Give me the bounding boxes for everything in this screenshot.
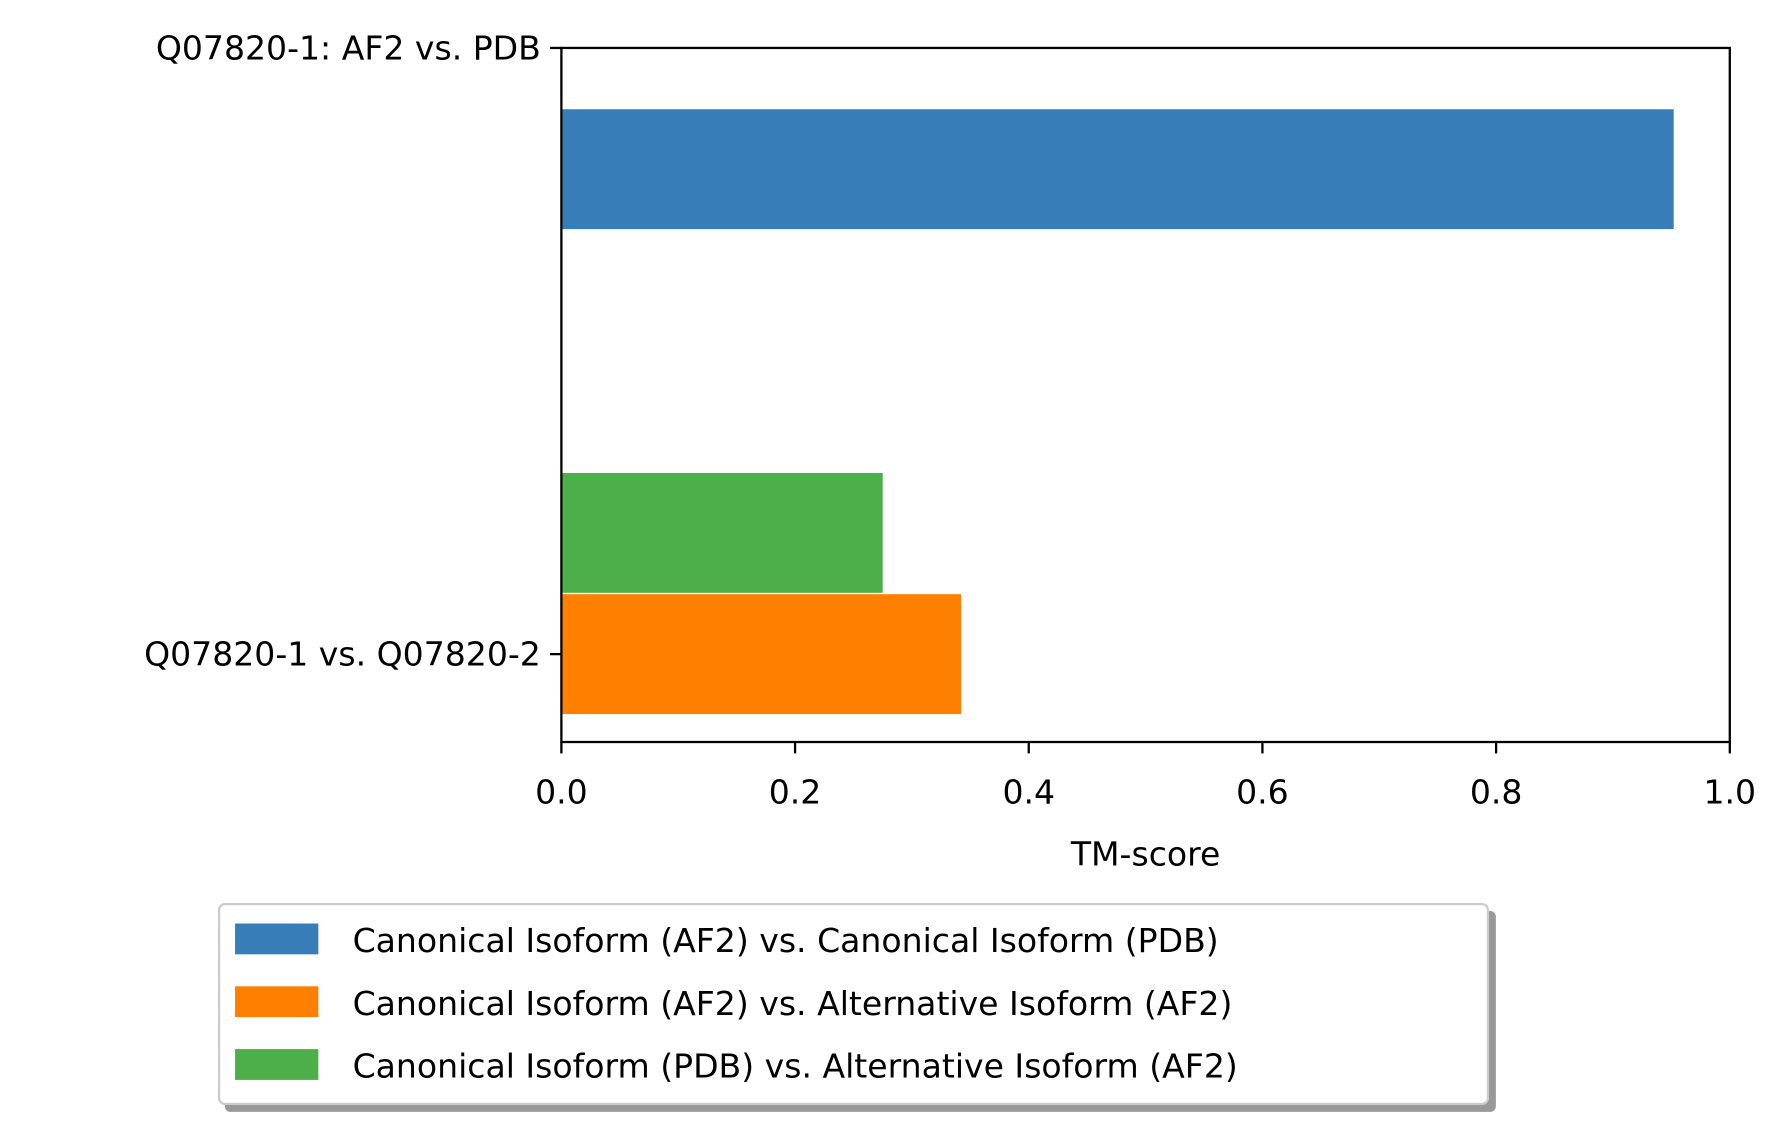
x-axis: 0.0 0.2 0.4 0.6 0.8 1.0 [535,742,1756,812]
x-tick-label: 0.4 [1002,773,1055,812]
legend-swatch-2 [235,1049,319,1080]
legend-label-2: Canonical Isoform (PDB) vs. Alternative … [353,1047,1238,1086]
legend: Canonical Isoform (AF2) vs. Canonical Is… [217,902,1496,1112]
x-axis-label: TM-score [1070,834,1221,873]
bar-0 [561,109,1674,230]
x-tick-label: 0.2 [769,773,822,812]
legend-swatch-1 [235,986,319,1018]
y-tick-label: Q07820-1: AF2 vs. PDB [156,28,541,67]
x-tick-label: 1.0 [1703,773,1756,812]
legend-swatch-0 [235,923,319,955]
bars-layer [561,109,1674,715]
x-tick-label: 0.6 [1236,773,1289,812]
legend-box [217,902,1490,1106]
legend-label-1: Canonical Isoform (AF2) vs. Alternative … [353,984,1233,1023]
x-tick-label: 0.0 [535,773,588,812]
axes-frame [560,46,1731,744]
bar-2 [561,472,883,593]
legend-label-0: Canonical Isoform (AF2) vs. Canonical Is… [353,921,1219,960]
x-tick-label: 0.8 [1470,773,1523,812]
bar-1 [561,594,961,715]
y-tick-label: Q07820-1 vs. Q07820-2 [144,635,541,674]
y-axis: Q07820-1: AF2 vs. PDB Q07820-1 vs. Q07820… [144,28,562,674]
